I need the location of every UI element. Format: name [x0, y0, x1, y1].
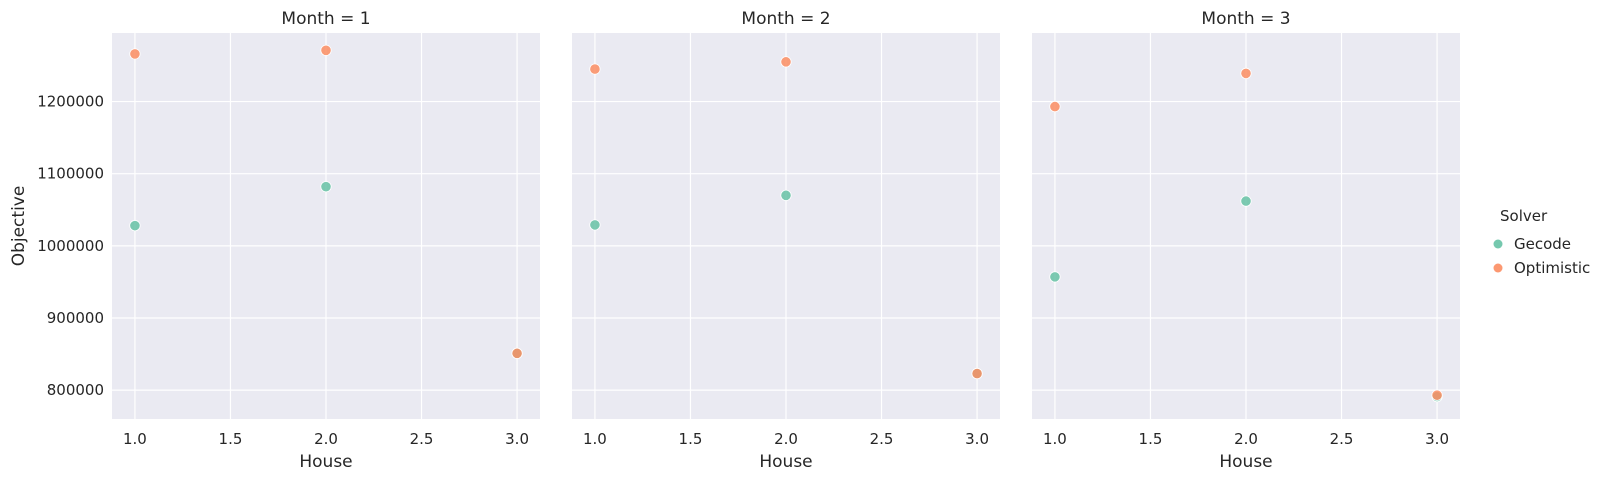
- x-tick-label: 2.5: [870, 430, 894, 448]
- data-point-gecode: [589, 219, 601, 231]
- y-tick-label: 1000000: [37, 237, 104, 255]
- x-tick-label: 1.0: [123, 430, 147, 448]
- x-tick-label: 3.0: [1425, 430, 1449, 448]
- y-tick-label: 800000: [47, 381, 104, 399]
- legend-label-optimistic: Optimistic: [1514, 259, 1590, 277]
- x-tick-label: 2.0: [1234, 430, 1258, 448]
- y-tick-label: 1200000: [37, 93, 104, 111]
- legend-marker-optimistic: [1493, 263, 1503, 273]
- y-tick-label: 1100000: [37, 165, 104, 183]
- legend-label-gecode: Gecode: [1514, 235, 1571, 253]
- x-tick-label: 1.5: [219, 430, 243, 448]
- data-point-optimistic: [129, 48, 141, 60]
- data-point-optimistic: [1431, 389, 1443, 401]
- data-point-gecode: [320, 181, 332, 193]
- data-point-gecode: [1240, 195, 1252, 207]
- x-axis-label: House: [1219, 452, 1272, 472]
- y-axis-label: Objective: [9, 186, 29, 267]
- panel-title: Month = 1: [281, 9, 370, 29]
- x-tick-label: 1.5: [1139, 430, 1163, 448]
- x-tick-label: 1.0: [1043, 430, 1067, 448]
- panel-title: Month = 2: [741, 9, 830, 29]
- data-point-gecode: [780, 189, 792, 201]
- x-tick-label: 1.0: [583, 430, 607, 448]
- x-axis-label: House: [759, 452, 812, 472]
- x-tick-label: 2.5: [410, 430, 434, 448]
- panel-title: Month = 3: [1201, 9, 1290, 29]
- data-point-optimistic: [1240, 67, 1252, 80]
- data-point-gecode: [1049, 271, 1061, 283]
- x-tick-label: 3.0: [965, 430, 989, 448]
- x-tick-label: 1.5: [679, 430, 703, 448]
- data-point-optimistic: [971, 367, 983, 380]
- data-point-optimistic: [511, 347, 523, 359]
- data-point-optimistic: [589, 63, 601, 75]
- x-tick-label: 2.5: [1330, 430, 1354, 448]
- x-tick-label: 2.0: [774, 430, 798, 448]
- x-axis-label: House: [299, 452, 352, 472]
- facet-panel-1: Month = 1 1.0 1.5 2.0 2.5 3.0 House 800000 90000…: [9, 9, 540, 472]
- y-tick-label: 900000: [47, 309, 104, 327]
- x-tick-label: 2.0: [314, 430, 338, 448]
- legend: Solver Gecode Optimistic: [1493, 207, 1590, 277]
- legend-marker-gecode: [1493, 239, 1503, 249]
- data-point-optimistic: [1049, 100, 1061, 113]
- legend-title: Solver: [1500, 207, 1548, 225]
- x-tick-label: 3.0: [505, 430, 529, 448]
- data-point-optimistic: [320, 44, 332, 56]
- facet-panel-3: Month = 3 1.0 1.5 2.0 2.5 3.0 House: [1032, 9, 1460, 472]
- data-point-optimistic: [780, 56, 792, 68]
- data-point-gecode: [129, 220, 141, 232]
- facet-panel-2: Month = 2 1.0 1.5 2.0 2.5 3.0 House: [572, 9, 1000, 472]
